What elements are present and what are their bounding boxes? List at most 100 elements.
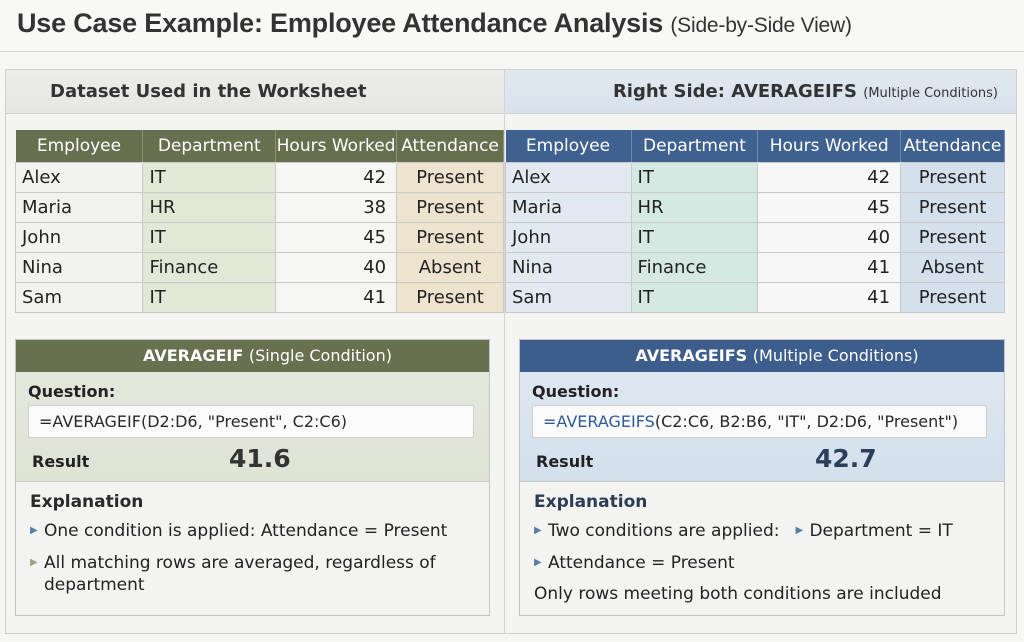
cell-hours[interactable]: 40 xyxy=(757,221,902,253)
cell-employee[interactable]: Maria xyxy=(14,191,144,223)
cell-department[interactable]: HR xyxy=(142,191,277,223)
cell-employee[interactable]: Nina xyxy=(505,251,632,283)
result-label: Result xyxy=(536,452,594,471)
cell-department[interactable]: IT xyxy=(142,161,277,193)
table-row: Nina Finance 40 Absent xyxy=(14,251,504,283)
cell-department[interactable]: HR xyxy=(630,191,759,223)
left-section-header: Dataset Used in the Worksheet xyxy=(6,70,504,114)
cell-department[interactable]: IT xyxy=(630,281,759,313)
triangle-bullet-icon: ▶ xyxy=(534,557,542,568)
cell-employee[interactable]: Alex xyxy=(14,161,144,193)
cell-hours[interactable]: 45 xyxy=(757,191,902,223)
averageif-formula-box[interactable]: =AVERAGEIF(D2:D6, "Present", C2:C6) xyxy=(28,405,474,438)
cell-hours[interactable]: 42 xyxy=(757,161,902,193)
bullet-text: Two conditions are applied: xyxy=(548,521,780,541)
page-subtitle: (Side-by-Side View) xyxy=(670,14,852,37)
averageifs-card: AVERAGEIFS (Multiple Conditions) Questio… xyxy=(519,339,1005,616)
conditions-row: ▶ Two conditions are applied: ▶ Department… xyxy=(534,520,990,542)
cell-attendance[interactable]: Present xyxy=(396,161,504,193)
cell-attendance[interactable]: Present xyxy=(900,191,1005,223)
card-title-light: (Multiple Conditions) xyxy=(752,346,919,365)
table-row: Sam IT 41 Present xyxy=(14,281,504,313)
column-header-department: Department xyxy=(142,130,277,162)
cell-attendance[interactable]: Absent xyxy=(900,251,1005,283)
column-header-employee: Employee xyxy=(15,130,144,162)
explanation-bullet: ▶ Attendance = Present xyxy=(534,552,990,574)
table-row: Sam IT 41 Present xyxy=(505,281,1005,313)
explanation-note: Only rows meeting both conditions are in… xyxy=(534,584,942,604)
cell-hours[interactable]: 42 xyxy=(275,161,398,193)
cell-employee[interactable]: Maria xyxy=(505,191,632,223)
cell-attendance[interactable]: Absent xyxy=(396,251,504,283)
cell-attendance[interactable]: Present xyxy=(900,281,1005,313)
frame-divider xyxy=(504,69,505,634)
cell-hours[interactable]: 41 xyxy=(757,281,902,313)
triangle-bullet-icon: ▶ xyxy=(795,525,804,536)
column-header-hours-worked: Hours Worked xyxy=(275,130,398,162)
formula-function-name: =AVERAGEIFS xyxy=(543,412,655,431)
averageif-card-title: AVERAGEIF (Single Condition) xyxy=(16,340,489,372)
right-section-title-bold: Right Side: AVERAGEIFS xyxy=(612,81,857,102)
averageifs-formula-box[interactable]: =AVERAGEIFS(C2:C6, B2:B6, "IT", D2:D6, "… xyxy=(532,405,987,438)
explanation-bullet: ▶ Department = IT xyxy=(795,520,952,542)
cell-attendance[interactable]: Present xyxy=(396,221,504,253)
cell-department[interactable]: Finance xyxy=(142,251,277,283)
cell-attendance[interactable]: Present xyxy=(396,281,504,313)
cell-department[interactable]: IT xyxy=(630,161,759,193)
cell-hours[interactable]: 41 xyxy=(757,251,902,283)
table-header-row: Employee Department Hours Worked Attenda… xyxy=(15,130,504,162)
cell-attendance[interactable]: Present xyxy=(900,161,1005,193)
cell-employee[interactable]: Sam xyxy=(505,281,632,313)
cell-employee[interactable]: John xyxy=(505,221,632,253)
card-title-bold: AVERAGEIFS xyxy=(635,346,748,365)
card-title-bold: AVERAGEIF xyxy=(143,346,244,365)
table-header-row: Employee Department Hours Worked Attenda… xyxy=(505,130,1005,162)
formula-arguments: (C2:C6, B2:B6, "IT", D2:D6, "Present") xyxy=(654,412,959,431)
cell-employee[interactable]: Alex xyxy=(505,161,632,193)
cell-attendance[interactable]: Present xyxy=(396,191,504,223)
explanation-bullet: ▶ One condition is applied: Attendance = … xyxy=(30,520,475,542)
cell-employee[interactable]: Nina xyxy=(14,251,144,283)
table-row: Alex IT 42 Present xyxy=(14,161,504,193)
triangle-bullet-icon: ▶ xyxy=(30,525,38,536)
right-dataset-table: Employee Department Hours Worked Attenda… xyxy=(505,130,1005,313)
left-dataset-table: Employee Department Hours Worked Attenda… xyxy=(14,130,504,313)
card-title-light: (Single Condition) xyxy=(248,346,392,365)
bullet-text: Attendance = Present xyxy=(548,553,735,573)
question-label: Question: xyxy=(532,382,620,401)
bullet-text: Department = IT xyxy=(809,521,953,541)
question-label: Question: xyxy=(28,382,116,401)
cell-hours[interactable]: 38 xyxy=(275,191,398,223)
column-header-department: Department xyxy=(631,130,759,162)
table-row: Alex IT 42 Present xyxy=(505,161,1005,193)
column-header-hours-worked: Hours Worked xyxy=(757,130,902,162)
cell-hours[interactable]: 40 xyxy=(275,251,398,283)
cell-department[interactable]: Finance xyxy=(630,251,759,283)
cell-department[interactable]: IT xyxy=(142,221,277,253)
cell-attendance[interactable]: Present xyxy=(900,221,1005,253)
table-row: Nina Finance 41 Absent xyxy=(505,251,1005,283)
cell-employee[interactable]: John xyxy=(14,221,144,253)
cell-employee[interactable]: Sam xyxy=(14,281,144,313)
averageif-explanation: Explanation ▶ One condition is applied: A… xyxy=(16,482,489,616)
left-section-title: Dataset Used in the Worksheet xyxy=(50,81,367,102)
explanation-bullet: ▶ All matching rows are averaged, regardl… xyxy=(30,552,475,596)
averageif-card: AVERAGEIF (Single Condition) Question: =… xyxy=(15,339,490,616)
averageif-result-value: 41.6 xyxy=(229,444,291,473)
table-row: Maria HR 38 Present xyxy=(14,191,504,223)
cell-hours[interactable]: 41 xyxy=(275,281,398,313)
explanation-title: Explanation xyxy=(30,492,144,512)
right-section-header: Right Side: AVERAGEIFS (Multiple Conditi… xyxy=(505,70,1016,114)
averageifs-result-value: 42.7 xyxy=(815,444,877,473)
bullet-text: One condition is applied: Attendance = P… xyxy=(44,521,448,541)
right-section-title-light: (Multiple Conditions) xyxy=(863,86,998,101)
cell-hours[interactable]: 45 xyxy=(275,221,398,253)
table-row: Maria HR 45 Present xyxy=(505,191,1005,223)
cell-department[interactable]: IT xyxy=(142,281,277,313)
averageifs-question-panel: Question: =AVERAGEIFS(C2:C6, B2:B6, "IT"… xyxy=(520,372,1004,482)
averageifs-card-title: AVERAGEIFS (Multiple Conditions) xyxy=(520,340,1004,372)
triangle-bullet-icon: ▶ xyxy=(534,525,542,536)
page-header: Use Case Example: Employee Attendance An… xyxy=(0,0,1024,52)
cell-department[interactable]: IT xyxy=(630,221,759,253)
page-title: Use Case Example: Employee Attendance An… xyxy=(17,8,852,39)
